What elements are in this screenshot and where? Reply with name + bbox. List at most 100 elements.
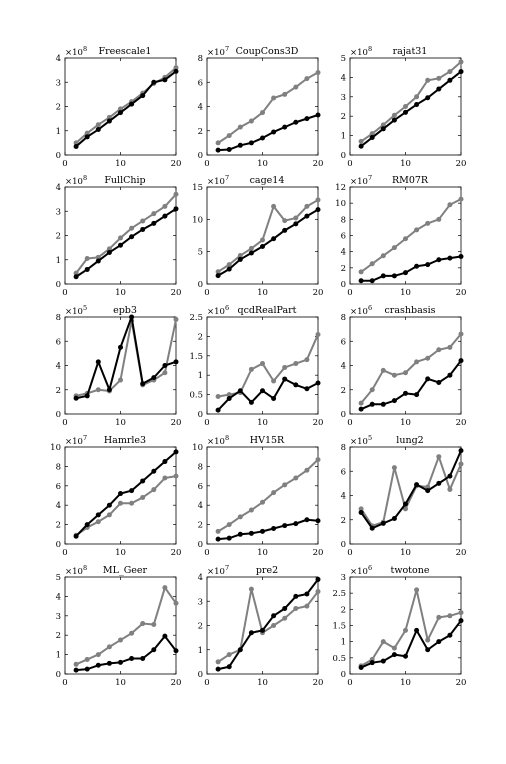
data-point-gray bbox=[226, 522, 232, 528]
x-tick-label: 10 bbox=[257, 548, 268, 558]
x-tick-label: 20 bbox=[313, 418, 324, 428]
data-point-black bbox=[380, 126, 386, 132]
data-point-gray bbox=[391, 112, 397, 118]
data-point-gray bbox=[436, 75, 442, 81]
y-tick-label: 2 bbox=[56, 232, 61, 242]
exponent-base: ×10 bbox=[350, 437, 368, 447]
data-point-gray bbox=[95, 652, 101, 658]
data-point-gray bbox=[315, 331, 321, 337]
data-point-black bbox=[226, 395, 232, 401]
data-point-black bbox=[369, 401, 375, 407]
data-point-gray bbox=[162, 370, 168, 376]
data-point-gray bbox=[436, 454, 442, 460]
data-point-black bbox=[315, 380, 321, 386]
data-point-gray bbox=[315, 197, 321, 203]
series-line-black bbox=[361, 255, 462, 282]
data-point-gray bbox=[391, 245, 397, 251]
series-line-black bbox=[218, 518, 319, 541]
data-point-black bbox=[369, 660, 375, 666]
data-point-gray bbox=[95, 519, 101, 525]
y-tick-label: 3 bbox=[56, 612, 61, 622]
chart-title: FullChip bbox=[104, 175, 145, 186]
y-tick-label: 4 bbox=[198, 103, 203, 113]
exponent-label: ×108 bbox=[65, 564, 87, 577]
data-point-black bbox=[358, 509, 364, 515]
exponent-label: ×107 bbox=[350, 174, 372, 187]
y-tick-label: 1.5 bbox=[332, 622, 346, 632]
series-line-gray bbox=[360, 455, 462, 527]
data-point-gray bbox=[140, 494, 146, 500]
data-point-black bbox=[215, 273, 221, 279]
data-point-black bbox=[271, 395, 277, 401]
x-tick-label: 20 bbox=[313, 288, 324, 298]
data-point-gray bbox=[304, 76, 310, 82]
data-point-black bbox=[271, 236, 277, 242]
data-point-black bbox=[162, 363, 168, 368]
data-point-black bbox=[248, 530, 254, 536]
data-point-black bbox=[215, 536, 221, 542]
x-tick-label: 10 bbox=[115, 418, 126, 428]
data-point-black bbox=[260, 243, 265, 249]
y-tick-label: 4 bbox=[56, 501, 61, 511]
data-point-black bbox=[358, 406, 364, 412]
exponent-base: ×10 bbox=[350, 48, 368, 58]
series-line-gray bbox=[75, 586, 177, 666]
y-tick-label: 5 bbox=[56, 573, 61, 583]
data-point-black bbox=[447, 77, 453, 83]
data-point-black bbox=[458, 358, 464, 364]
series-line-black bbox=[75, 451, 177, 537]
data-point-gray bbox=[173, 473, 179, 479]
y-tick-label: 8 bbox=[341, 313, 346, 323]
series-line-black bbox=[75, 207, 177, 278]
data-point-gray bbox=[358, 400, 364, 406]
exponent-label: ×108 bbox=[207, 434, 229, 447]
data-point-gray bbox=[458, 610, 464, 616]
exponent-label: ×107 bbox=[65, 434, 87, 447]
data-point-black bbox=[248, 140, 254, 146]
data-point-gray bbox=[226, 133, 232, 139]
data-point-gray bbox=[271, 95, 277, 101]
y-tick-label: 1 bbox=[341, 638, 346, 648]
x-tick-label: 20 bbox=[171, 678, 182, 688]
series-line-gray bbox=[75, 66, 177, 144]
y-tick-label: 0 bbox=[198, 670, 203, 680]
exponent-base: ×10 bbox=[207, 437, 225, 447]
y-tick-label: 0 bbox=[341, 540, 346, 550]
data-point-black bbox=[293, 221, 299, 227]
data-point-gray bbox=[369, 387, 375, 393]
y-tick-label: 6 bbox=[198, 78, 203, 88]
data-point-black bbox=[95, 258, 101, 264]
x-tick-label: 10 bbox=[257, 288, 268, 298]
data-point-gray bbox=[293, 361, 299, 367]
data-point-black bbox=[369, 278, 375, 284]
data-point-gray bbox=[436, 614, 442, 620]
data-point-black bbox=[106, 118, 112, 124]
data-point-black bbox=[106, 249, 112, 255]
data-point-gray bbox=[315, 70, 321, 76]
y-tick-label: 0.5 bbox=[189, 391, 203, 401]
y-tick-label: 8 bbox=[56, 462, 61, 472]
y-tick-label: 5 bbox=[198, 248, 203, 258]
data-point-black bbox=[304, 213, 310, 219]
data-point-black bbox=[73, 144, 79, 150]
x-tick-label: 20 bbox=[456, 678, 467, 688]
y-tick-label: 0 bbox=[341, 670, 346, 680]
x-tick-label: 10 bbox=[400, 678, 411, 688]
data-point-gray bbox=[248, 366, 254, 372]
data-point-black bbox=[106, 660, 112, 666]
chart-panel: ML_Geer ×108 0 1 2 3 4 5 0 10 20 bbox=[56, 564, 182, 688]
x-tick-label: 20 bbox=[171, 288, 182, 298]
exponent-base: ×10 bbox=[350, 567, 368, 577]
y-tick-label: 6 bbox=[198, 482, 203, 492]
data-point-black bbox=[425, 95, 431, 101]
data-point-gray bbox=[293, 84, 299, 90]
data-point-black bbox=[414, 263, 420, 269]
chart-panel: rajat31 ×108 0 1 2 3 4 5 0 10 20 bbox=[341, 45, 467, 169]
data-point-black bbox=[425, 262, 431, 268]
data-point-gray bbox=[447, 486, 453, 492]
data-point-gray bbox=[293, 606, 299, 612]
data-point-black bbox=[293, 521, 299, 527]
